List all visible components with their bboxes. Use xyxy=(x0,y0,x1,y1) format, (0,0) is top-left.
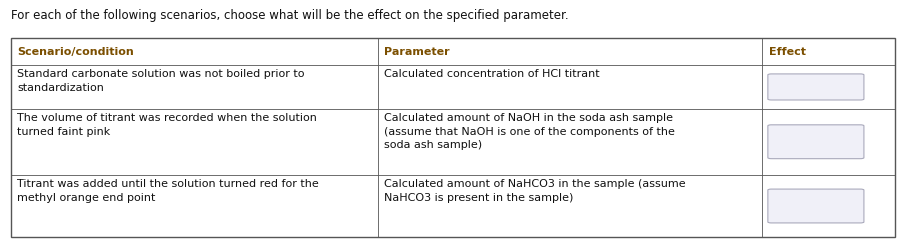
Text: For each of the following scenarios, choose what will be the effect on the speci: For each of the following scenarios, cho… xyxy=(11,9,568,22)
Text: Calculated concentration of HCl titrant: Calculated concentration of HCl titrant xyxy=(384,69,600,79)
Text: Standard carbonate solution was not boiled prior to
standardization: Standard carbonate solution was not boil… xyxy=(17,69,305,93)
Bar xyxy=(11,38,895,237)
Text: Titrant was added until the solution turned red for the
methyl orange end point: Titrant was added until the solution tur… xyxy=(17,179,319,203)
Text: Calculated amount of NaOH in the soda ash sample
(assume that NaOH is one of the: Calculated amount of NaOH in the soda as… xyxy=(384,113,675,151)
Text: Parameter: Parameter xyxy=(384,46,449,57)
Text: Calculated amount of NaHCO3 in the sample (assume
NaHCO3 is present in the sampl: Calculated amount of NaHCO3 in the sampl… xyxy=(384,179,686,203)
FancyBboxPatch shape xyxy=(768,125,864,159)
Text: The volume of titrant was recorded when the solution
turned faint pink: The volume of titrant was recorded when … xyxy=(17,113,317,137)
Text: Scenario/condition: Scenario/condition xyxy=(17,46,133,57)
FancyBboxPatch shape xyxy=(768,74,864,100)
Text: Effect: Effect xyxy=(769,46,805,57)
FancyBboxPatch shape xyxy=(768,189,864,223)
